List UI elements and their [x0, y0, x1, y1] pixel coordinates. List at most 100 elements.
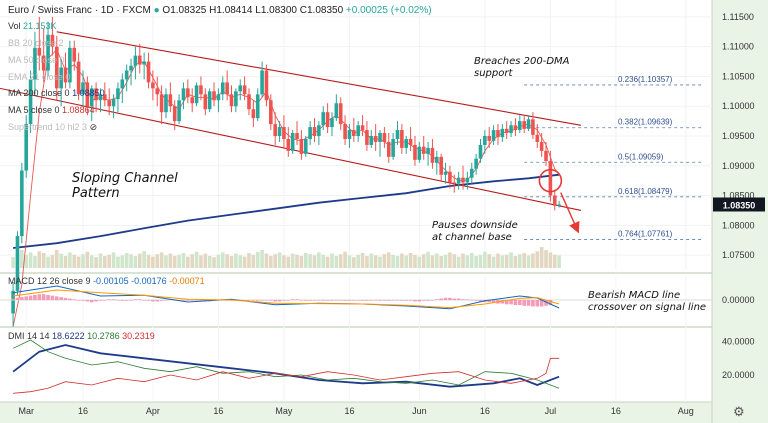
volume-bar [186, 256, 190, 268]
candle-body [404, 138, 409, 148]
macd-histogram-bar [242, 300, 247, 301]
volume-bar [11, 257, 15, 268]
bb-legend[interactable]: BB 20 close 2 [8, 38, 64, 48]
candle-body [391, 138, 395, 157]
ma5-legend[interactable]: MA 5 close 0 1.08864 [8, 105, 95, 115]
volume-bar [513, 256, 518, 268]
candle-body [439, 156, 443, 175]
volume-bar [483, 251, 487, 268]
fib-level-label: 0.618(1.08479) [618, 187, 673, 196]
ma50-legend[interactable]: MA 50 close 0 [8, 55, 65, 65]
volume-bar [334, 256, 339, 268]
time-axis-tick: Jun [412, 406, 427, 416]
volume-bar [518, 254, 522, 268]
candle-body [421, 146, 426, 154]
macd-histogram-bar [129, 300, 133, 301]
volume-bar [391, 254, 395, 268]
macd-histogram-bar [260, 300, 264, 301]
volume-bar [496, 253, 500, 268]
volume-bar [522, 253, 526, 268]
dmi-axis-tick: 20.0000 [722, 370, 755, 380]
macd-histogram-bar [544, 300, 548, 306]
macd-legend[interactable]: MACD 12 26 close 9 -0.00105 -0.00176 -0.… [8, 276, 205, 286]
volume-bar [103, 256, 107, 268]
macd-histogram-bar [151, 300, 155, 302]
candle-body [137, 55, 142, 65]
macd-histogram-bar [11, 298, 15, 300]
time-axis-tick: 16 [213, 406, 223, 416]
macd-histogram-bar [303, 300, 308, 301]
volume-bar [421, 254, 426, 268]
volume-bar [552, 254, 557, 268]
macd-histogram-bar [247, 300, 251, 301]
macd-histogram-bar [352, 300, 356, 301]
candle-body [456, 177, 461, 184]
macd-histogram-bar [199, 300, 203, 301]
volume-bar [81, 254, 85, 268]
volume-bar [247, 253, 251, 268]
volume-bar [28, 252, 33, 268]
candle-body [386, 141, 391, 157]
ohlc-readout: O1.08325 H1.08414 L1.08300 C1.08350 [162, 5, 344, 16]
ema21-legend[interactable]: EMA 21 close 0 [8, 72, 71, 82]
volume-bar [500, 255, 505, 268]
volume-bar [168, 253, 173, 268]
dmi-legend[interactable]: DMI 14 14 18.6222 10.2786 30.2319 [8, 331, 155, 341]
candle-body [518, 121, 522, 131]
candle-body [242, 85, 247, 95]
candle-body [190, 97, 194, 104]
candle-body [238, 85, 243, 92]
volume-bar [478, 254, 483, 268]
volume-bar [50, 254, 55, 268]
volume-bar [264, 253, 269, 268]
time-axis-tick: Mar [18, 406, 34, 416]
candle-body [469, 168, 474, 178]
volume-bar [509, 252, 513, 268]
channel-lower-line [0, 87, 582, 211]
ma200-legend[interactable]: MA 200 close 0 1.08850 [8, 88, 105, 98]
volume-bar [544, 250, 548, 268]
macd-histogram-bar [133, 299, 138, 300]
supertrend-legend[interactable]: Supertrend 10 hl2 3 ⊘ [8, 122, 98, 132]
volume-bar [465, 255, 470, 268]
volume-bar [299, 256, 304, 268]
volume-bar [352, 257, 356, 268]
gear-icon[interactable]: ⚙ [733, 404, 745, 419]
macd-histogram-bar [269, 300, 273, 301]
candle-body [526, 119, 531, 129]
macd-histogram-bar [255, 300, 260, 301]
candle-body [544, 150, 548, 162]
macd-histogram-bar [347, 300, 352, 301]
volume-bar [33, 256, 37, 268]
volume-bar [448, 252, 452, 268]
macd-histogram-bar [535, 300, 540, 307]
volume-bar [164, 255, 168, 268]
candle-body [360, 125, 365, 131]
volume-bar [408, 253, 413, 268]
macd-histogram-bar [308, 300, 312, 301]
volume-bar [116, 256, 120, 268]
volume-bar [282, 255, 286, 268]
macd-histogram-bar [317, 300, 321, 301]
candle-body [264, 70, 269, 101]
volume-legend[interactable]: Vol 21.153K [8, 21, 57, 31]
macd-histogram-bar [63, 297, 68, 300]
dmi-panel-bg [0, 328, 712, 402]
candle-body [28, 79, 33, 125]
price-change: +0.00025 (+0.02%) [345, 5, 432, 16]
macd-histogram-bar [181, 300, 186, 301]
candle-body [142, 61, 146, 65]
candle-body [207, 91, 212, 110]
channel-upper-line [56, 31, 582, 126]
current-price-badge [713, 197, 765, 212]
volume-bar [308, 254, 312, 268]
annotation-breaches-200dma: Breaches 200-DMA support [474, 56, 570, 79]
volume-bar [133, 256, 138, 268]
candle-body [308, 127, 312, 139]
eye-hidden-icon[interactable]: ⊘ [89, 122, 98, 132]
candle-body [426, 147, 430, 154]
macd-histogram-bar [456, 298, 461, 300]
candle-body [212, 91, 216, 101]
volume-bar [373, 255, 378, 268]
